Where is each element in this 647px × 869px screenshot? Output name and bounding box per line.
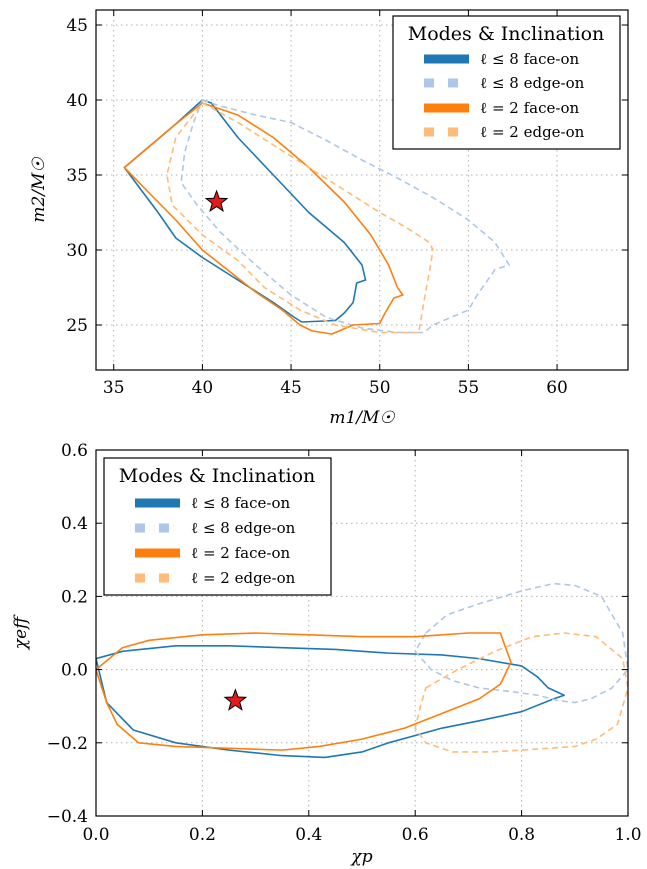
legend-label: ℓ ≤ 8 face-on	[191, 494, 290, 512]
y-tick-label: 40	[66, 91, 88, 111]
axes-frame	[95, 449, 629, 817]
legend-title: Modes & Inclination	[408, 23, 605, 45]
x-tick-label: 55	[458, 378, 480, 398]
star-marker	[223, 688, 248, 711]
legend-entry: ℓ ≤ 8 face-on	[135, 494, 290, 512]
legend-label: ℓ = 2 edge-on	[480, 123, 585, 141]
contour-solid	[123, 102, 404, 335]
x-axis-label: m1/M☉	[329, 408, 395, 428]
ticks: 0.0 0.2 0.4 0.6 0.8 1.0 −0.4 −0.2 0.0 0.2 0.4 0.6	[47, 441, 642, 845]
x-tick-label: 0.6	[402, 825, 429, 845]
legend-entry: ℓ = 2 edge-on	[424, 123, 585, 141]
y-axis-label: χeff	[11, 614, 31, 650]
legend-label: ℓ ≤ 8 edge-on	[191, 519, 296, 537]
legend-label: ℓ = 2 edge-on	[191, 569, 296, 587]
legend-entry: ℓ = 2 face-on	[135, 544, 290, 562]
x-tick-label: 0.0	[82, 825, 109, 845]
legend: Modes & Inclination ℓ ≤ 8 face-on ℓ ≤ 8 …	[392, 15, 621, 150]
legend-entry: ℓ = 2 edge-on	[135, 569, 296, 587]
y-tick-label: −0.4	[47, 807, 88, 827]
y-tick-label: 0.2	[61, 587, 88, 607]
x-tick-label: 60	[546, 378, 568, 398]
x-tick-label: 0.2	[189, 825, 216, 845]
legend-entry: ℓ = 2 face-on	[424, 99, 579, 117]
y-tick-label: 0.4	[61, 514, 88, 534]
spin-panel: 0.0 0.2 0.4 0.6 0.8 1.0 −0.4 −0.2 0.0 0.2 0.4 0.6 χ…	[11, 441, 642, 867]
legend-entry: ℓ ≤ 8 face-on	[424, 50, 579, 68]
legend: Modes & Inclination ℓ ≤ 8 face-on ℓ ≤ 8 …	[103, 457, 332, 596]
injected-value-star-icon	[223, 688, 248, 711]
contour-dashed	[414, 632, 628, 753]
x-tick-label: 50	[369, 378, 391, 398]
y-axis-label: m2/M☉	[29, 157, 49, 223]
contour-dashed	[414, 582, 628, 704]
y-tick-label: 0.0	[61, 661, 88, 681]
legend-label: ℓ ≤ 8 edge-on	[480, 74, 585, 92]
contour-dashed	[180, 99, 510, 334]
x-tick-label: 1.0	[614, 825, 641, 845]
star-marker	[204, 189, 229, 213]
x-axis-label: χp	[350, 847, 372, 867]
legend-label: ℓ = 2 face-on	[480, 99, 579, 117]
contour-series	[123, 99, 510, 335]
x-tick-label: 0.8	[508, 825, 535, 845]
y-tick-label: 0.6	[61, 441, 88, 461]
legend-label: ℓ = 2 face-on	[191, 544, 290, 562]
y-tick-label: 25	[66, 316, 88, 336]
mass-panel: 35 40 45 50 55 60 25 30 35 40 45 m1/M☉ m2/M☉ Modes…	[29, 9, 629, 428]
legend-entry: ℓ ≤ 8 edge-on	[424, 74, 585, 92]
contour-solid	[123, 99, 367, 323]
legend-label: ℓ ≤ 8 face-on	[480, 50, 579, 68]
y-tick-label: 45	[66, 16, 88, 36]
ticks: 35 40 45 50 55 60 25 30 35 40 45	[66, 10, 628, 398]
x-tick-label: 45	[280, 378, 302, 398]
contour-solid	[96, 632, 512, 751]
contour-dashed	[166, 102, 434, 334]
y-tick-label: −0.2	[47, 734, 88, 754]
y-tick-label: 30	[66, 241, 88, 261]
legend-title: Modes & Inclination	[119, 465, 316, 487]
injected-value-star-icon	[204, 189, 229, 213]
contour-series	[96, 582, 628, 759]
axes-frame	[95, 9, 629, 371]
legend-entry: ℓ ≤ 8 edge-on	[135, 519, 296, 537]
x-tick-label: 40	[192, 378, 214, 398]
x-tick-label: 0.4	[295, 825, 322, 845]
y-tick-label: 35	[66, 166, 88, 186]
x-tick-label: 35	[103, 378, 125, 398]
